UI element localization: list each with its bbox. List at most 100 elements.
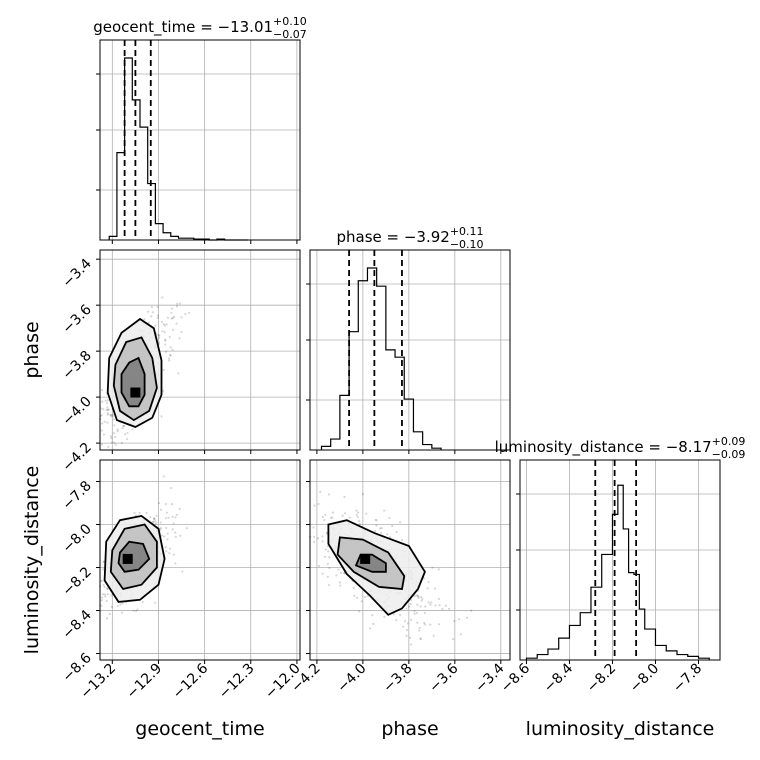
- sample-point: [110, 594, 113, 597]
- sample-point: [143, 318, 146, 321]
- sample-point: [409, 603, 412, 606]
- sample-point: [106, 408, 110, 412]
- sample-point: [119, 603, 122, 606]
- sample-point: [321, 535, 324, 538]
- sample-point: [106, 593, 109, 596]
- sample-point: [168, 335, 171, 339]
- sample-point: [157, 334, 160, 337]
- sample-point: [158, 502, 161, 505]
- sample-point: [413, 595, 416, 598]
- contour-level-3: [327, 519, 426, 616]
- sample-point: [324, 548, 327, 551]
- sample-point: [432, 634, 435, 637]
- sample-point: [324, 555, 327, 558]
- sample-point: [162, 368, 165, 372]
- sample-point: [374, 518, 377, 521]
- sample-point: [369, 627, 372, 630]
- sample-point: [313, 535, 316, 538]
- sample-point: [116, 428, 119, 431]
- sample-point: [164, 339, 167, 342]
- sample-point: [110, 605, 113, 609]
- sample-point: [158, 336, 161, 339]
- sample-point: [108, 613, 111, 616]
- sample-point: [426, 587, 429, 590]
- sample-point: [180, 330, 183, 334]
- title-equals: =: [382, 228, 404, 246]
- sample-point: [167, 357, 171, 360]
- sample-point: [105, 587, 108, 590]
- y-tick-label: −3.4: [59, 256, 94, 291]
- sample-point: [175, 513, 178, 516]
- sample-point: [101, 388, 104, 392]
- sample-point: [105, 408, 108, 412]
- sample-point: [156, 316, 159, 320]
- sample-point: [327, 583, 331, 587]
- sample-point: [405, 628, 409, 632]
- sample-point: [441, 607, 444, 611]
- sample-point: [405, 607, 408, 610]
- sample-point: [180, 316, 183, 319]
- sample-point: [178, 302, 182, 305]
- sample-point: [165, 323, 168, 326]
- density-peak: [122, 553, 133, 564]
- title-plus-error: +0.10: [273, 15, 307, 28]
- sample-point: [317, 564, 321, 568]
- sample-point: [100, 604, 103, 607]
- sample-point: [169, 547, 172, 550]
- x-tick-label: −12.6: [170, 660, 212, 702]
- sample-point: [379, 527, 382, 530]
- sample-point: [417, 595, 420, 598]
- sample-point: [321, 540, 324, 543]
- sample-point: [126, 431, 129, 435]
- sample-point: [106, 421, 109, 424]
- sample-point: [171, 316, 174, 320]
- sample-point: [331, 516, 334, 519]
- sample-point: [111, 415, 115, 418]
- sample-point: [437, 597, 440, 601]
- sample-point: [122, 424, 126, 427]
- x-tick-label: −8.0: [627, 661, 662, 696]
- sample-point: [106, 406, 109, 409]
- sample-point: [386, 533, 389, 536]
- sample-point: [165, 511, 168, 514]
- sample-point: [100, 429, 103, 432]
- sample-point: [171, 348, 174, 351]
- title-parameter: phase: [336, 228, 381, 246]
- sample-point: [102, 560, 105, 563]
- sample-point: [154, 520, 157, 523]
- sample-point: [116, 604, 119, 608]
- sample-point: [174, 535, 177, 539]
- sample-point: [327, 493, 330, 496]
- sample-point: [417, 596, 420, 600]
- sample-point: [169, 353, 172, 357]
- sample-point: [388, 516, 391, 520]
- sample-point: [106, 587, 109, 590]
- sample-point: [170, 503, 174, 506]
- panel-title-phase: phase = −3.92+0.11: [336, 225, 483, 246]
- sample-point: [159, 528, 162, 531]
- contour-level-2: [112, 336, 158, 422]
- x-tick-label: −7.8: [670, 661, 705, 696]
- sample-point: [101, 400, 104, 403]
- sample-point: [171, 307, 174, 310]
- sample-point: [104, 399, 107, 402]
- sample-point: [423, 611, 426, 615]
- sample-point: [429, 623, 432, 626]
- y-tick-label: −4.0: [59, 394, 94, 429]
- sample-point: [166, 316, 170, 319]
- sample-point: [399, 613, 402, 617]
- sample-point: [181, 570, 184, 573]
- sample-point: [408, 636, 412, 639]
- sample-point: [113, 424, 116, 427]
- sample-point: [403, 620, 407, 623]
- sample-point: [156, 305, 159, 308]
- sample-point: [170, 311, 173, 314]
- y-tick-label: −7.8: [59, 478, 94, 513]
- sample-point: [328, 556, 331, 559]
- sample-point: [163, 331, 166, 334]
- sample-point: [166, 538, 169, 541]
- histogram-luminosity_distance: [525, 484, 710, 660]
- sample-point: [312, 526, 315, 529]
- sample-point: [111, 413, 114, 416]
- x-tick-label: −8.4: [541, 660, 576, 695]
